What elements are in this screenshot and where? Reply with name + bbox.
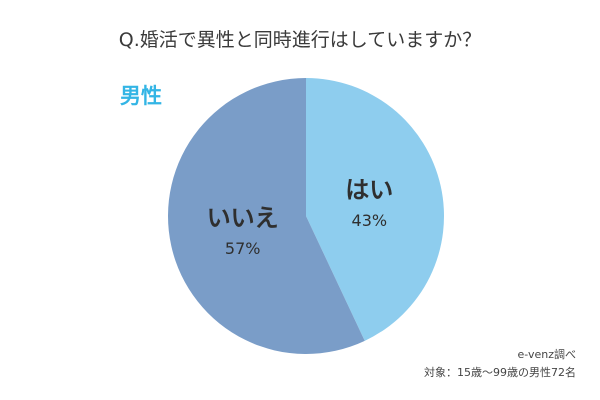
sample-note: 対象：15歳〜99歳の男性72名 bbox=[424, 366, 576, 379]
chart-title: Q.婚活で異性と同時進行はしていますか？ bbox=[118, 29, 482, 51]
slice-label-no: いいえ bbox=[207, 204, 279, 232]
pie-slice-yes bbox=[306, 78, 444, 341]
source-note: e-venz調べ bbox=[517, 348, 576, 361]
slice-value-no: 57% bbox=[225, 239, 261, 258]
slice-value-yes: 43% bbox=[352, 211, 388, 230]
slice-label-yes: はい bbox=[345, 176, 393, 204]
pie-slice-no bbox=[168, 78, 365, 354]
chart-subtitle: 男性 bbox=[120, 84, 162, 108]
